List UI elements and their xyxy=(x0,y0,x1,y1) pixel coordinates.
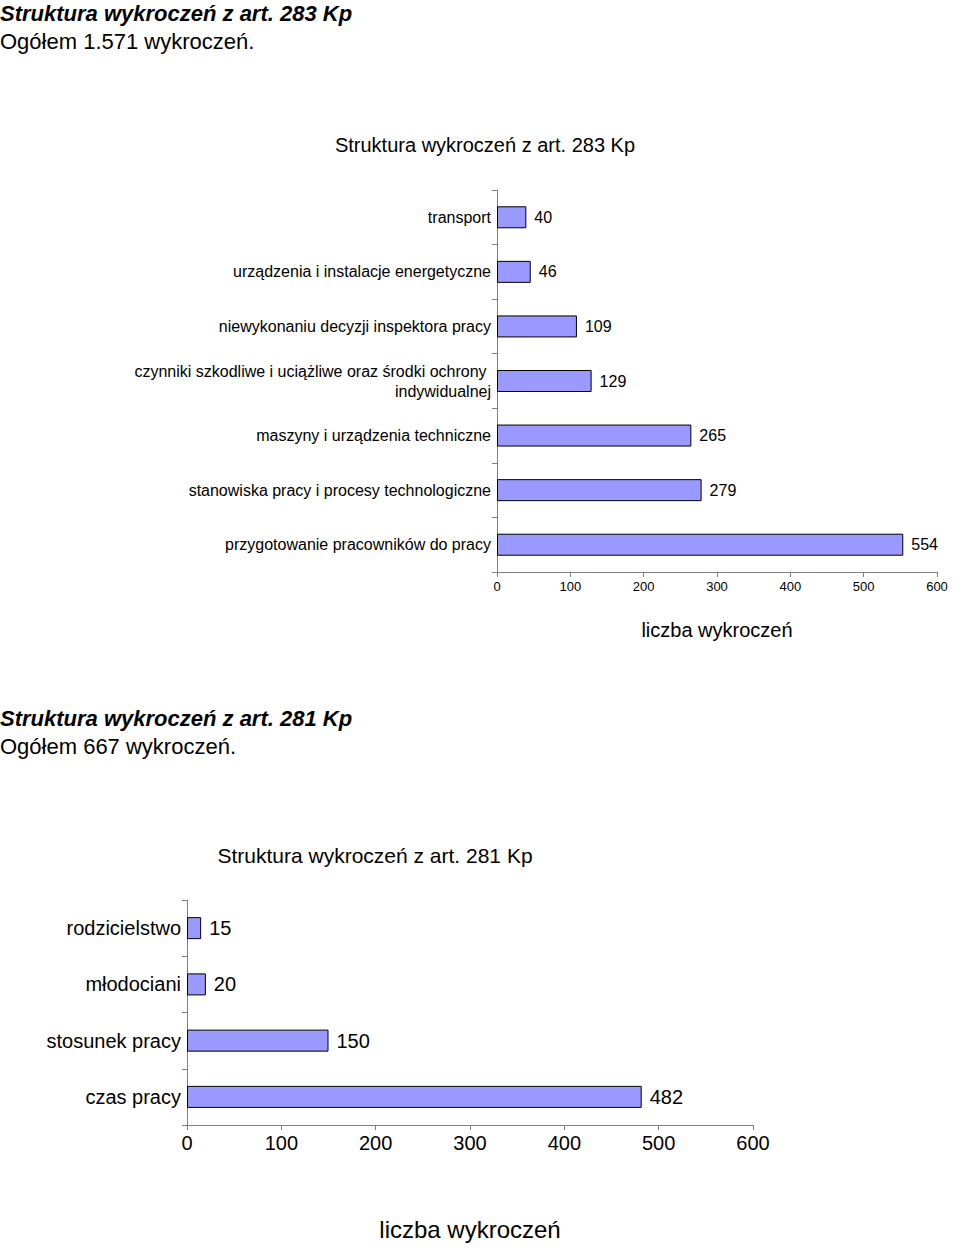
svg-text:0: 0 xyxy=(181,1132,192,1154)
svg-text:600: 600 xyxy=(736,1132,769,1154)
svg-text:300: 300 xyxy=(453,1132,486,1154)
svg-text:265: 265 xyxy=(699,427,726,444)
svg-text:niewykonaniu decyzji inspektor: niewykonaniu decyzji inspektora pracy xyxy=(219,318,491,335)
svg-text:279: 279 xyxy=(710,482,737,499)
svg-text:0: 0 xyxy=(493,579,500,594)
svg-text:indywidualnej: indywidualnej xyxy=(395,383,491,400)
svg-text:40: 40 xyxy=(534,209,552,226)
html-text:Ogółem 667 wykroczeń.: Ogółem 667 wykroczeń. xyxy=(0,734,236,759)
svg-text:200: 200 xyxy=(633,579,655,594)
svg-text:urządzenia i instalacje energe: urządzenia i instalacje energetyczne xyxy=(233,263,491,280)
svg-text:20: 20 xyxy=(214,973,236,995)
svg-text:109: 109 xyxy=(585,318,612,335)
svg-text:transport: transport xyxy=(428,209,492,226)
svg-text:500: 500 xyxy=(642,1132,675,1154)
svg-text:młodociani: młodociani xyxy=(85,973,181,995)
svg-text:129: 129 xyxy=(600,373,627,390)
svg-text:300: 300 xyxy=(706,579,728,594)
svg-text:482: 482 xyxy=(650,1086,683,1108)
svg-text:150: 150 xyxy=(337,1030,370,1052)
svg-text:stanowiska pracy i procesy tec: stanowiska pracy i procesy technologiczn… xyxy=(189,482,491,499)
svg-text:400: 400 xyxy=(779,579,801,594)
svg-text:liczba wykroczeń: liczba wykroczeń xyxy=(379,1216,560,1243)
html-text:Struktura wykroczeń z art. 281: Struktura wykroczeń z art. 281 Kp xyxy=(0,706,353,731)
svg-text:554: 554 xyxy=(911,536,938,553)
html-text:Ogółem 1.571 wykroczeń.: Ogółem 1.571 wykroczeń. xyxy=(0,29,255,54)
svg-text:46: 46 xyxy=(539,263,557,280)
svg-text:600: 600 xyxy=(926,579,948,594)
svg-text:200: 200 xyxy=(359,1132,392,1154)
svg-text:100: 100 xyxy=(559,579,581,594)
svg-text:maszyny i urządzenia techniczn: maszyny i urządzenia techniczne xyxy=(256,427,491,444)
html-text:Struktura wykroczeń z art. 283: Struktura wykroczeń z art. 283 Kp xyxy=(0,1,353,26)
svg-text:przygotowanie pracowników do p: przygotowanie pracowników do pracy xyxy=(225,536,491,553)
svg-text:Struktura wykroczeń z art. 281: Struktura wykroczeń z art. 281 Kp xyxy=(217,844,532,867)
svg-text:400: 400 xyxy=(548,1132,581,1154)
svg-text:czas pracy: czas pracy xyxy=(85,1086,181,1108)
svg-text:rodzicielstwo: rodzicielstwo xyxy=(67,917,181,939)
svg-text:Struktura wykroczeń z art. 283: Struktura wykroczeń z art. 283 Kp xyxy=(335,134,635,156)
svg-text:czynniki szkodliwe i uciążliwe: czynniki szkodliwe i uciążliwe oraz środ… xyxy=(134,363,491,380)
svg-text:500: 500 xyxy=(853,579,875,594)
svg-text:stosunek pracy: stosunek pracy xyxy=(46,1030,181,1052)
svg-text:liczba wykroczeń: liczba wykroczeń xyxy=(641,619,792,641)
svg-text:15: 15 xyxy=(209,917,231,939)
svg-text:100: 100 xyxy=(265,1132,298,1154)
